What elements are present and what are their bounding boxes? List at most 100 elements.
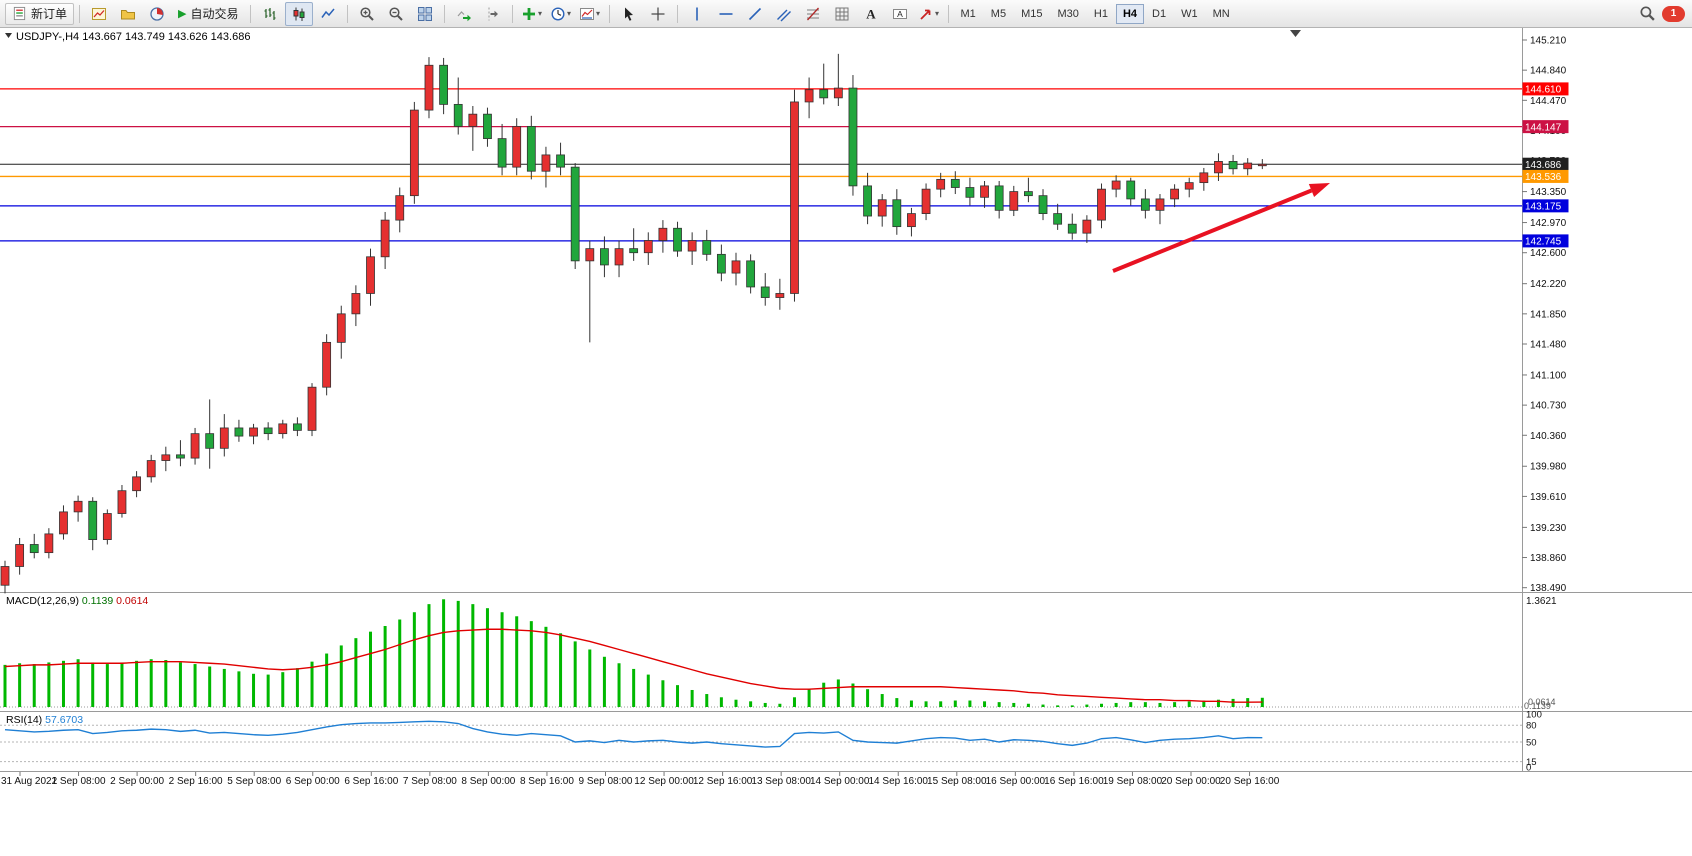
label-icon[interactable]: A [886, 2, 914, 26]
macd-histogram-bar [851, 683, 855, 707]
trend-arrow[interactable] [1112, 188, 1313, 273]
new-order-button[interactable]: 新订单 [5, 2, 75, 25]
macd-histogram-bar [997, 702, 1001, 707]
candle-body [15, 544, 25, 567]
macd-histogram-bar [924, 701, 928, 707]
fibonacci-icon[interactable] [799, 2, 827, 26]
macd-histogram-bar [1085, 704, 1089, 707]
candle-body [439, 64, 449, 105]
search-icon[interactable] [1633, 2, 1661, 26]
tf-m5-button[interactable]: M5 [990, 7, 1007, 20]
new-order-icon [13, 6, 26, 21]
macd-histogram-bar [1158, 702, 1162, 707]
time-axis-label: 31 Aug 2022 [1, 776, 58, 787]
candle-body [0, 566, 10, 586]
candle-body [176, 454, 185, 459]
candle-body [994, 185, 1004, 211]
macd-scale-value: 0.1139 [1524, 701, 1551, 711]
candle-body [804, 89, 814, 103]
arrows-icon[interactable]: ▾ [915, 2, 943, 26]
chart-shift-marker[interactable] [1290, 30, 1301, 37]
chart-background [0, 28, 1692, 856]
macd-histogram-bar [617, 663, 621, 707]
candle-body [1053, 213, 1063, 225]
data-window-icon[interactable] [143, 2, 171, 26]
candle-body [1009, 191, 1019, 211]
channel-icon[interactable] [770, 2, 798, 26]
macd-histogram-bar [909, 700, 913, 707]
candle-body [760, 286, 770, 298]
text-icon[interactable]: A [857, 2, 885, 26]
templates-icon[interactable]: ▾ [576, 2, 604, 26]
time-axis-label: 13 Sep 08:00 [751, 776, 811, 787]
bar-chart-icon[interactable] [256, 2, 284, 26]
indicators-icon[interactable]: ▾ [518, 2, 546, 26]
tf-h4-button[interactable]: H4 [1115, 3, 1144, 24]
tf-d1-button[interactable]: D1 [1152, 7, 1167, 20]
candle-body [497, 138, 507, 168]
candle-body [790, 101, 799, 294]
macd-scale-value: 0.0614 [1528, 697, 1556, 707]
candle-body [1257, 163, 1267, 167]
price-badge [1522, 82, 1569, 96]
candlestick-chart-icon[interactable] [284, 1, 313, 26]
new-chart-icon[interactable] [85, 2, 113, 26]
price-badge-label: 144.147 [1525, 122, 1562, 133]
candle-body [351, 293, 361, 315]
macd-histogram-bar [953, 700, 957, 707]
price-axis-label: 140.360 [1530, 431, 1567, 442]
tile-windows-icon[interactable] [411, 2, 439, 26]
macd-histogram-bar [778, 703, 782, 707]
notification-badge[interactable]: 1 [1662, 5, 1685, 22]
horizontal-line-icon[interactable] [712, 2, 740, 26]
line-chart-icon[interactable] [314, 2, 342, 26]
auto-scroll-icon[interactable] [450, 2, 478, 26]
tf-w1-button[interactable]: W1 [1181, 7, 1198, 20]
cursor-icon[interactable] [615, 2, 643, 26]
candle-body [117, 490, 127, 514]
profiles-icon[interactable] [114, 2, 142, 26]
macd-histogram-bar [676, 685, 680, 707]
candle-body [936, 178, 946, 190]
time-axis-label: 14 Sep 16:00 [869, 776, 929, 787]
zoom-out-icon[interactable] [382, 2, 410, 26]
candle-body [950, 178, 960, 188]
time-axis-label: 20 Sep 00:00 [1161, 776, 1221, 787]
macd-histogram-bar [164, 660, 168, 707]
candle-body [161, 454, 171, 461]
chart-shift-icon[interactable] [479, 2, 507, 26]
autotrading-button[interactable]: ▶ 自动交易 [172, 3, 244, 25]
price-badge [1522, 169, 1569, 183]
time-axis-label: 8 Sep 00:00 [461, 776, 515, 787]
time-axis-label: 12 Sep 00:00 [634, 776, 694, 787]
trend-arrow-head[interactable] [1308, 183, 1330, 198]
candle-body [249, 427, 258, 437]
candle-body [380, 219, 390, 258]
tf-mn-button[interactable]: MN [1212, 7, 1230, 20]
trendline-icon[interactable] [741, 2, 769, 26]
macd-histogram-bar [749, 701, 753, 707]
tf-h1-button[interactable]: H1 [1093, 7, 1108, 20]
macd-histogram-bar [573, 641, 577, 707]
price-axis-label: 142.970 [1530, 218, 1567, 229]
macd-histogram-bar [1041, 704, 1045, 707]
candle-body [600, 248, 609, 266]
zoom-in-icon[interactable] [353, 2, 381, 26]
symbol-dropdown-icon[interactable] [5, 33, 12, 38]
tf-m15-button[interactable]: M15 [1021, 7, 1043, 20]
macd-histogram-bar [1216, 699, 1220, 707]
candle-body [512, 125, 522, 168]
crosshair-icon[interactable] [644, 2, 672, 26]
tf-m1-button[interactable]: M1 [960, 7, 976, 20]
rsi-scale-label: 100 [1526, 710, 1542, 721]
tf-m30-button[interactable]: M30 [1057, 7, 1079, 20]
candle-body [132, 476, 141, 492]
candle-body [526, 125, 536, 172]
candle-body [424, 64, 434, 111]
periods-icon[interactable]: ▾ [547, 2, 575, 26]
shapes-icon[interactable] [828, 2, 856, 26]
time-axis-label: 12 Sep 16:00 [693, 776, 753, 787]
toolbar: 新订单 ▶ 自动交易 [0, 0, 1692, 28]
vertical-line-icon[interactable] [683, 2, 711, 26]
